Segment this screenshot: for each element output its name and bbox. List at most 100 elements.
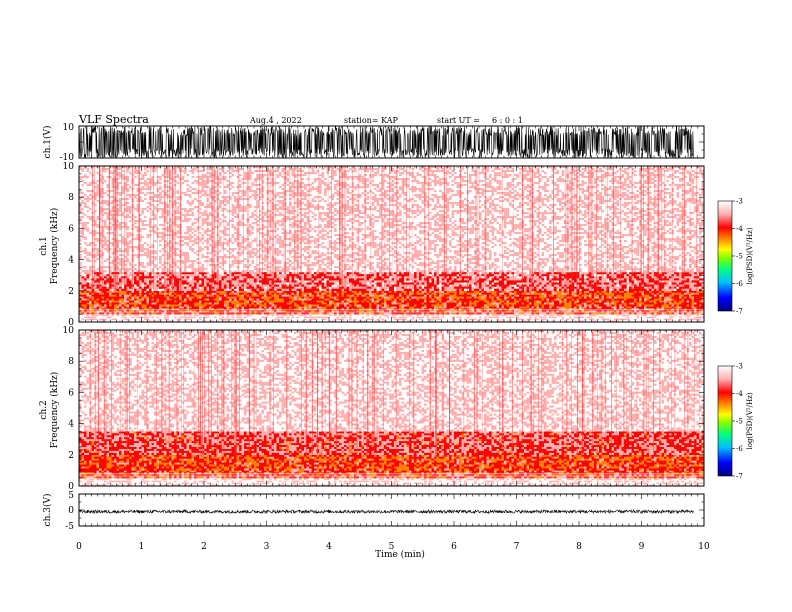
spectrogram-cell xyxy=(529,320,532,323)
spectrogram-cell xyxy=(316,296,320,299)
spectrogram-cell xyxy=(464,300,467,303)
spectrogram-cell xyxy=(339,316,342,319)
spectrogram-cell xyxy=(416,300,420,303)
spectrogram-cell xyxy=(594,312,597,315)
spectrogram-cell xyxy=(641,314,645,317)
spectrogram-cell xyxy=(246,280,250,283)
spectrogram-cell xyxy=(661,300,665,303)
spectrogram-cell xyxy=(594,300,597,303)
spectrogram-cell xyxy=(501,296,505,299)
spectrogram-cell xyxy=(126,282,130,285)
spectrogram-cell xyxy=(624,304,627,307)
spectrogram-cell xyxy=(436,292,440,295)
spectrogram-cell xyxy=(159,294,162,297)
spectrogram-cell xyxy=(359,272,362,275)
spectrogram-cell xyxy=(139,276,142,279)
spectrogram-cell xyxy=(411,306,415,309)
spectrogram-cell xyxy=(351,274,355,277)
spectrogram-cell xyxy=(494,312,497,315)
spectrogram-cell xyxy=(656,296,660,299)
spectrogram-cell xyxy=(386,272,390,275)
spectrogram-cell xyxy=(521,294,525,297)
spectrogram-cell xyxy=(81,300,85,303)
spectrogram-cell xyxy=(664,290,667,293)
spectrogram-cell xyxy=(274,306,277,309)
spectrogram-cell xyxy=(519,318,522,321)
spectrogram-cell xyxy=(141,276,145,279)
spectrogram-cell xyxy=(81,292,85,295)
spectrogram-cell xyxy=(134,306,137,309)
spectrogram-cell xyxy=(304,310,307,313)
spectrogram-cell xyxy=(301,276,305,279)
spectrogram-cell xyxy=(379,294,382,297)
spectrogram-cell xyxy=(361,316,365,319)
spectrogram-cell xyxy=(104,304,107,307)
spectrogram-cell xyxy=(136,292,140,295)
spectrogram-cell xyxy=(196,276,200,279)
spectrogram-cell xyxy=(366,278,370,281)
spectrogram-cell xyxy=(414,312,417,315)
spectrogram-cell xyxy=(381,294,385,297)
spectrogram-cell xyxy=(694,302,697,305)
spectrogram-cell xyxy=(529,306,532,309)
spectrogram-cell xyxy=(169,294,172,297)
spectrogram-cell xyxy=(224,314,227,317)
spectrogram-cell xyxy=(241,286,245,289)
spectrogram-cell xyxy=(659,306,662,309)
spectrogram-cell xyxy=(556,290,560,293)
spectrogram-cell xyxy=(394,284,397,287)
spectrogram-cell xyxy=(509,290,512,293)
spectrogram-cell xyxy=(231,288,235,291)
spectrogram-cell xyxy=(401,318,405,321)
spectrogram-cell xyxy=(144,316,147,319)
spectrogram-cell xyxy=(306,272,310,275)
spectrogram-cell xyxy=(79,304,82,307)
spectrogram-cell xyxy=(134,286,137,289)
spectrogram-cell xyxy=(544,296,547,299)
spectrogram-cell xyxy=(401,292,405,295)
spectrogram-cell xyxy=(694,290,697,293)
spectrogram-cell xyxy=(199,288,202,291)
spectrogram-cell xyxy=(534,294,537,297)
spectrogram-cell xyxy=(311,316,315,319)
spectrogram-cell xyxy=(446,304,450,307)
spectrogram-cell xyxy=(584,294,587,297)
spectrogram-cell xyxy=(254,320,257,323)
spectrogram-cell xyxy=(289,282,292,285)
spectrogram-cell xyxy=(536,296,540,299)
spectrogram-cell xyxy=(231,276,235,279)
spectrogram-cell xyxy=(471,314,475,317)
spectrogram-cell xyxy=(294,296,297,299)
spectrogram-cell xyxy=(451,298,455,301)
spectrogram-cell xyxy=(654,318,657,321)
spectrogram-cell xyxy=(136,302,140,305)
spectrogram-cell xyxy=(356,304,360,307)
spectrogram-cell xyxy=(429,296,432,299)
spectrogram-cell xyxy=(211,302,215,305)
spectrogram-cell xyxy=(256,276,260,279)
spectrogram-cell xyxy=(554,292,557,295)
spectrogram-cell xyxy=(634,290,637,293)
spectrogram-cell xyxy=(654,310,657,313)
spectrogram-cell xyxy=(334,282,337,285)
spectrogram-cell xyxy=(229,292,232,295)
spectrogram-cell xyxy=(234,276,237,279)
spectrogram-cell xyxy=(329,300,332,303)
spectrogram-cell xyxy=(289,292,292,295)
spectrogram-cell xyxy=(116,274,120,277)
spectrogram-cell xyxy=(274,274,277,277)
spectrogram-cell xyxy=(86,288,90,291)
spectrogram-cell xyxy=(311,276,315,279)
spectrogram-cell xyxy=(489,300,492,303)
spectrogram-cell xyxy=(336,298,340,301)
spectrogram-cell xyxy=(94,274,97,277)
spectrogram-cell xyxy=(569,320,572,323)
spectrogram-cell xyxy=(194,294,197,297)
spectrogram-cell xyxy=(524,294,527,297)
spectrogram-cell xyxy=(106,316,110,319)
spectrogram-cell xyxy=(289,290,292,293)
spectrogram-cell xyxy=(206,298,210,301)
spectrogram-cell xyxy=(259,296,262,299)
spectrogram-cell xyxy=(294,294,297,297)
spectrogram-cell xyxy=(379,280,382,283)
